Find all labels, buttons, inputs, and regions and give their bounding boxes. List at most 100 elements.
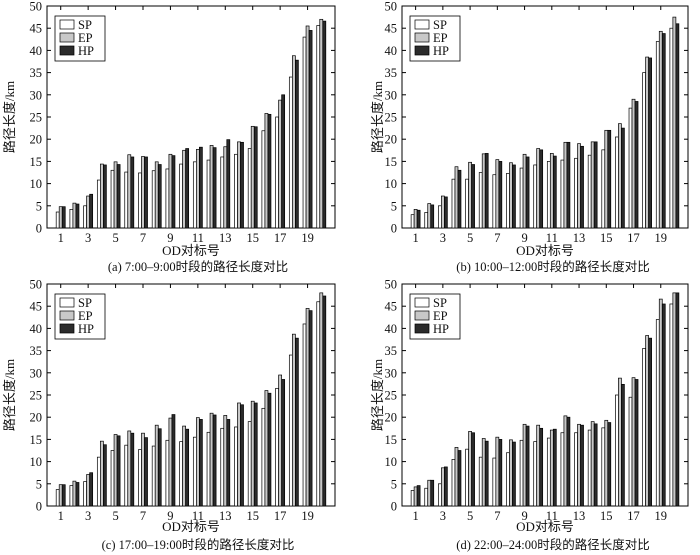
- bar-sp-od-3: [83, 205, 87, 229]
- bar-ep-od-4: [454, 447, 459, 507]
- bar-ep-od-15: [604, 419, 609, 507]
- y-tick-label: 25: [30, 111, 43, 125]
- bar-ep-od-5: [468, 431, 472, 507]
- bar-hp-od-14: [240, 141, 244, 229]
- x-tick-label: 11: [192, 231, 204, 245]
- y-tick-label: 0: [36, 222, 42, 236]
- y-tick-label: 40: [385, 322, 398, 336]
- bar-sp-od-20: [316, 25, 321, 229]
- x-tick-label: 15: [600, 231, 613, 245]
- y-tick-label: 45: [30, 22, 43, 36]
- legend-label-hp: HP: [433, 322, 449, 336]
- legend-swatch-ep: [414, 32, 430, 43]
- x-tick-label: 1: [58, 231, 64, 245]
- bar-sp-od-11: [546, 437, 551, 507]
- bar-hp-od-8: [512, 441, 516, 507]
- bar-sp-od-2: [69, 485, 74, 507]
- bar-ep-od-18: [291, 333, 296, 507]
- bar-hp-od-4: [457, 169, 462, 229]
- bar-ep-od-7: [495, 436, 500, 507]
- bar-hp-od-3: [444, 196, 448, 229]
- x-tick-label: 19: [655, 509, 668, 523]
- legend-swatch-sp: [59, 19, 75, 30]
- bar-ep-od-5: [113, 434, 118, 507]
- bar-ep-od-9: [168, 153, 173, 229]
- bar-hp-od-16: [621, 127, 625, 229]
- legend-label-ep: EP: [433, 31, 448, 45]
- bar-sp-od-20: [669, 27, 674, 229]
- x-tick-label: 1: [412, 509, 418, 523]
- bar-sp-od-4: [96, 179, 101, 229]
- y-tick-label: 35: [385, 344, 398, 358]
- legend-swatch-sp: [59, 297, 75, 308]
- bar-hp-od-8: [157, 164, 162, 229]
- legend-label-ep: EP: [78, 31, 93, 45]
- y-tick-label: 20: [385, 133, 398, 147]
- panel-caption: (d) 22:00–24:00时段的路径长度对比: [456, 537, 649, 552]
- bar-sp-od-5: [465, 448, 469, 507]
- bar-hp-od-6: [484, 440, 489, 507]
- y-axis-label: 路径长度/km: [2, 359, 17, 431]
- bar-sp-od-17: [275, 116, 279, 229]
- bar-hp-od-9: [171, 155, 176, 229]
- bar-hp-od-14: [593, 423, 598, 507]
- bar-sp-od-8: [506, 452, 510, 507]
- bar-ep-od-17: [278, 99, 283, 229]
- bar-ep-od-12: [209, 412, 214, 507]
- x-tick-label: 1: [412, 231, 418, 245]
- bar-sp-od-7: [492, 457, 497, 507]
- bar-hp-od-15: [253, 402, 258, 507]
- x-tick-label: 15: [246, 231, 259, 245]
- y-tick-label: 40: [30, 44, 43, 58]
- bar-sp-od-8: [151, 170, 156, 229]
- bar-sp-od-4: [451, 178, 456, 229]
- bar-hp-od-13: [226, 139, 231, 229]
- bar-ep-od-2: [72, 202, 77, 229]
- y-tick-label: 50: [385, 0, 398, 14]
- bar-ep-od-7: [141, 432, 145, 507]
- bar-hp-od-11: [552, 155, 557, 229]
- bar-sp-od-13: [220, 427, 225, 507]
- bar-sp-od-10: [533, 441, 538, 507]
- legend-label-ep: EP: [433, 309, 448, 323]
- bar-ep-od-2: [427, 203, 432, 229]
- bar-hp-od-7: [144, 156, 148, 229]
- bar-sp-od-3: [438, 205, 442, 229]
- x-tick-label: 17: [627, 509, 640, 523]
- bar-hp-od-4: [457, 450, 462, 507]
- bar-sp-od-14: [587, 429, 592, 507]
- bar-ep-od-2: [427, 479, 432, 507]
- y-tick-label: 10: [30, 177, 43, 191]
- bar-sp-od-18: [288, 76, 293, 229]
- panel-caption: (b) 10:00–12:00时段的路径长度对比: [456, 259, 649, 274]
- legend-label-ep: EP: [78, 309, 93, 323]
- y-tick-label: 25: [30, 389, 43, 403]
- bar-sp-od-1: [55, 489, 60, 507]
- y-tick-label: 5: [36, 199, 42, 213]
- bar-sp-od-14: [587, 154, 592, 229]
- bar-ep-od-19: [658, 298, 663, 507]
- bar-sp-od-14: [234, 426, 238, 507]
- legend-swatch-hp: [59, 45, 75, 56]
- bar-sp-od-4: [451, 459, 456, 507]
- bar-ep-od-10: [536, 424, 541, 507]
- y-tick-label: 5: [391, 199, 397, 213]
- bar-ep-od-16: [264, 390, 269, 507]
- bar-ep-od-2: [72, 480, 77, 507]
- bar-hp-od-2: [430, 204, 435, 229]
- bar-sp-od-13: [220, 156, 225, 229]
- bar-hp-od-20: [675, 292, 680, 507]
- bar-ep-od-1: [58, 484, 63, 507]
- bar-sp-od-9: [519, 167, 524, 229]
- bar-ep-od-6: [481, 153, 486, 229]
- bar-sp-od-19: [655, 319, 660, 507]
- legend-swatch-ep: [414, 310, 430, 321]
- bar-hp-od-14: [240, 404, 244, 507]
- bar-hp-od-10: [185, 428, 190, 507]
- bar-sp-od-9: [165, 168, 170, 229]
- y-tick-label: 30: [385, 88, 398, 102]
- bar-sp-od-1: [410, 214, 415, 229]
- bar-ep-od-11: [549, 153, 554, 229]
- bar-sp-od-12: [206, 159, 211, 229]
- bar-ep-od-4: [454, 166, 459, 229]
